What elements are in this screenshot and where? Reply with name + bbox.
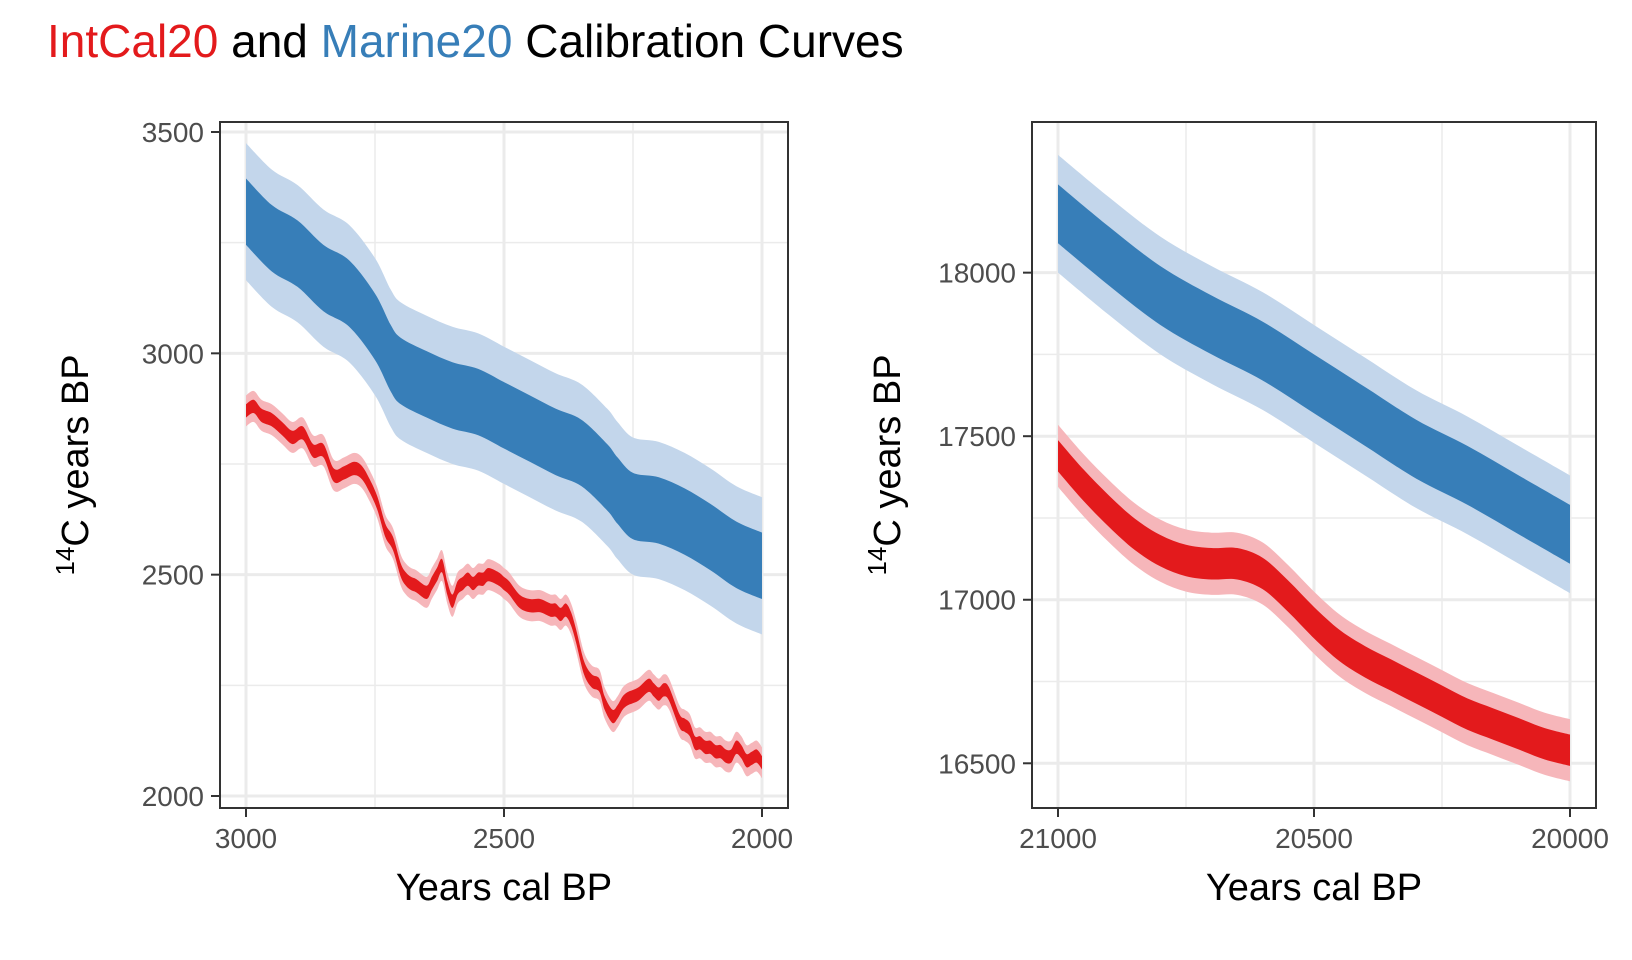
x-axis-title: Years cal BP (1206, 867, 1422, 909)
x-tick-label: 20000 (1531, 823, 1609, 854)
panel-1: 3000 2500 2000 2000 2500 3000 3500 Years cal BP… (50, 117, 793, 909)
y-tick-label: 18000 (938, 258, 1016, 289)
y-axis-title: 14C years BP (50, 354, 97, 575)
y-tick-label: 17500 (938, 421, 1016, 452)
chart-title: IntCal20 and Marine20 Calibration Curves (47, 14, 904, 68)
x-tick-label: 21000 (1019, 823, 1097, 854)
x-tick-label: 2500 (473, 823, 535, 854)
title-and: and (218, 15, 321, 67)
y-tick-label: 3500 (142, 117, 204, 148)
title-rest: Calibration Curves (512, 15, 904, 67)
panel-2: 21000 20500 20000 16500 17000 17500 18000 Years… (862, 121, 1609, 909)
series-layer (246, 143, 762, 779)
y-tick-label: 16500 (938, 748, 1016, 779)
y-axis-title-main: C years BP (867, 354, 909, 546)
y-axis-title: 14C years BP (862, 354, 909, 575)
intcal20-inner-band (1058, 440, 1570, 766)
y-tick-label: 3000 (142, 338, 204, 369)
y-axis-title-superscript: 14 (50, 547, 80, 576)
x-tick-label: 2000 (731, 823, 793, 854)
y-tick-label: 17000 (938, 585, 1016, 616)
title-intcal20: IntCal20 (47, 15, 219, 67)
series-layer (1058, 154, 1570, 782)
marine20-inner-band (246, 178, 762, 600)
x-tick-label: 20500 (1275, 823, 1353, 854)
title-marine20: Marine20 (320, 15, 513, 67)
y-axis-title-main: C years BP (55, 354, 97, 546)
intcal20-inner-band (246, 399, 762, 770)
x-tick-label: 3000 (215, 823, 277, 854)
y-tick-label: 2000 (142, 781, 204, 812)
y-tick-label: 2500 (142, 560, 204, 591)
y-axis-title-superscript: 14 (862, 547, 892, 576)
x-axis-title: Years cal BP (396, 867, 612, 909)
marine20-inner-band (1058, 184, 1570, 564)
